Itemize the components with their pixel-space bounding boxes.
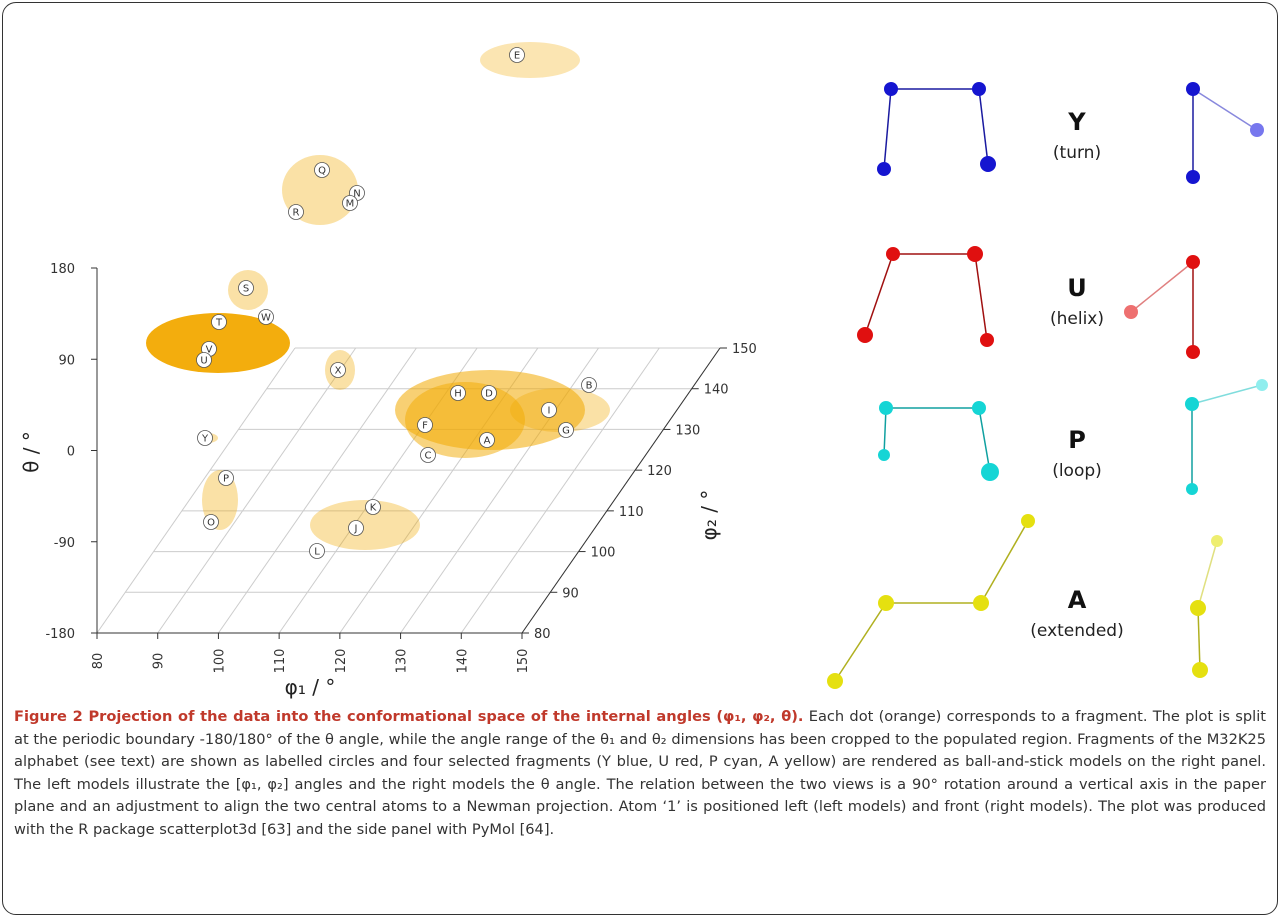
x-tick-label: 110 (273, 649, 288, 674)
y-tick-label: 0 (67, 445, 75, 460)
fragment-label: M (346, 199, 355, 210)
fragment-label: I (548, 406, 551, 417)
grid-line (97, 348, 295, 633)
fragment-label: E (514, 51, 520, 62)
model-letter: U (1067, 274, 1087, 302)
y-tick-label: 180 (50, 262, 75, 277)
fragment-label: Q (318, 166, 326, 177)
y2-tick-label: 110 (619, 505, 644, 520)
fragment-label: Y (201, 434, 209, 445)
y-tick-label: -180 (45, 627, 75, 642)
cloud (480, 42, 580, 78)
fragment-label: U (200, 356, 207, 367)
figure-caption: Figure 2 Projection of the data into the… (14, 706, 1266, 841)
point-clouds (146, 42, 610, 550)
fragment-label: P (223, 474, 229, 485)
fragment-label: J (354, 524, 358, 535)
fragment-label: R (293, 208, 300, 219)
x-axis-title: φ₁ / ° (285, 675, 336, 699)
fragment-label: D (485, 389, 493, 400)
grid-line (158, 348, 356, 633)
y-axis-title: θ / ° (19, 431, 43, 473)
y-tick-label: 90 (58, 353, 75, 368)
y2-tick-label: 90 (562, 586, 579, 601)
y2-tick-label: 80 (534, 627, 551, 642)
y2-tick-label: 140 (704, 383, 729, 398)
fragment-label: L (314, 547, 320, 558)
cloud (310, 500, 420, 550)
caption-body: Each dot (orange) corresponds to a fragm… (14, 708, 1266, 838)
fragment-label: B (586, 381, 593, 392)
y2-tick-label: 130 (675, 423, 700, 438)
y2-axis-title: φ₂ / ° (697, 490, 721, 541)
y2-tick-label: 120 (647, 464, 672, 479)
model-u (857, 246, 1200, 359)
fragment-label: K (370, 503, 377, 514)
caption-title: Figure 2 Projection of the data into the… (14, 708, 803, 725)
model-name: (extended) (1030, 621, 1123, 641)
fragment-label: O (207, 518, 215, 529)
fragment-label: S (243, 284, 249, 295)
fragment-label: H (454, 389, 462, 400)
model-letter: Y (1067, 108, 1086, 136)
fragment-label: W (261, 313, 271, 324)
fragment-label: F (422, 421, 428, 432)
model-a (827, 514, 1223, 689)
y2-tick-label: 150 (732, 342, 757, 357)
x-tick-label: 130 (395, 649, 410, 674)
grid-line (218, 348, 416, 633)
y-tick-label: -90 (54, 536, 75, 551)
x-tick-label: 90 (152, 653, 167, 670)
fragment-label: T (215, 318, 223, 329)
model-name: (turn) (1053, 143, 1101, 163)
model-name: (helix) (1050, 309, 1104, 329)
y2-tick-label: 100 (591, 546, 616, 561)
fragment-label: G (562, 426, 570, 437)
x-tick-label: 120 (334, 649, 349, 674)
page: 8090100110120130140150809010011012013014… (0, 0, 1282, 919)
fragment-label: A (484, 436, 491, 447)
x-tick-label: 80 (91, 653, 106, 670)
model-name: (loop) (1052, 461, 1102, 481)
x-tick-label: 150 (516, 649, 531, 674)
x-tick-label: 100 (212, 649, 227, 674)
model-letter: P (1068, 426, 1086, 454)
fragment-label: X (335, 366, 342, 377)
model-letter: A (1068, 586, 1087, 614)
x-tick-label: 140 (455, 649, 470, 674)
fragment-label: C (425, 451, 432, 462)
